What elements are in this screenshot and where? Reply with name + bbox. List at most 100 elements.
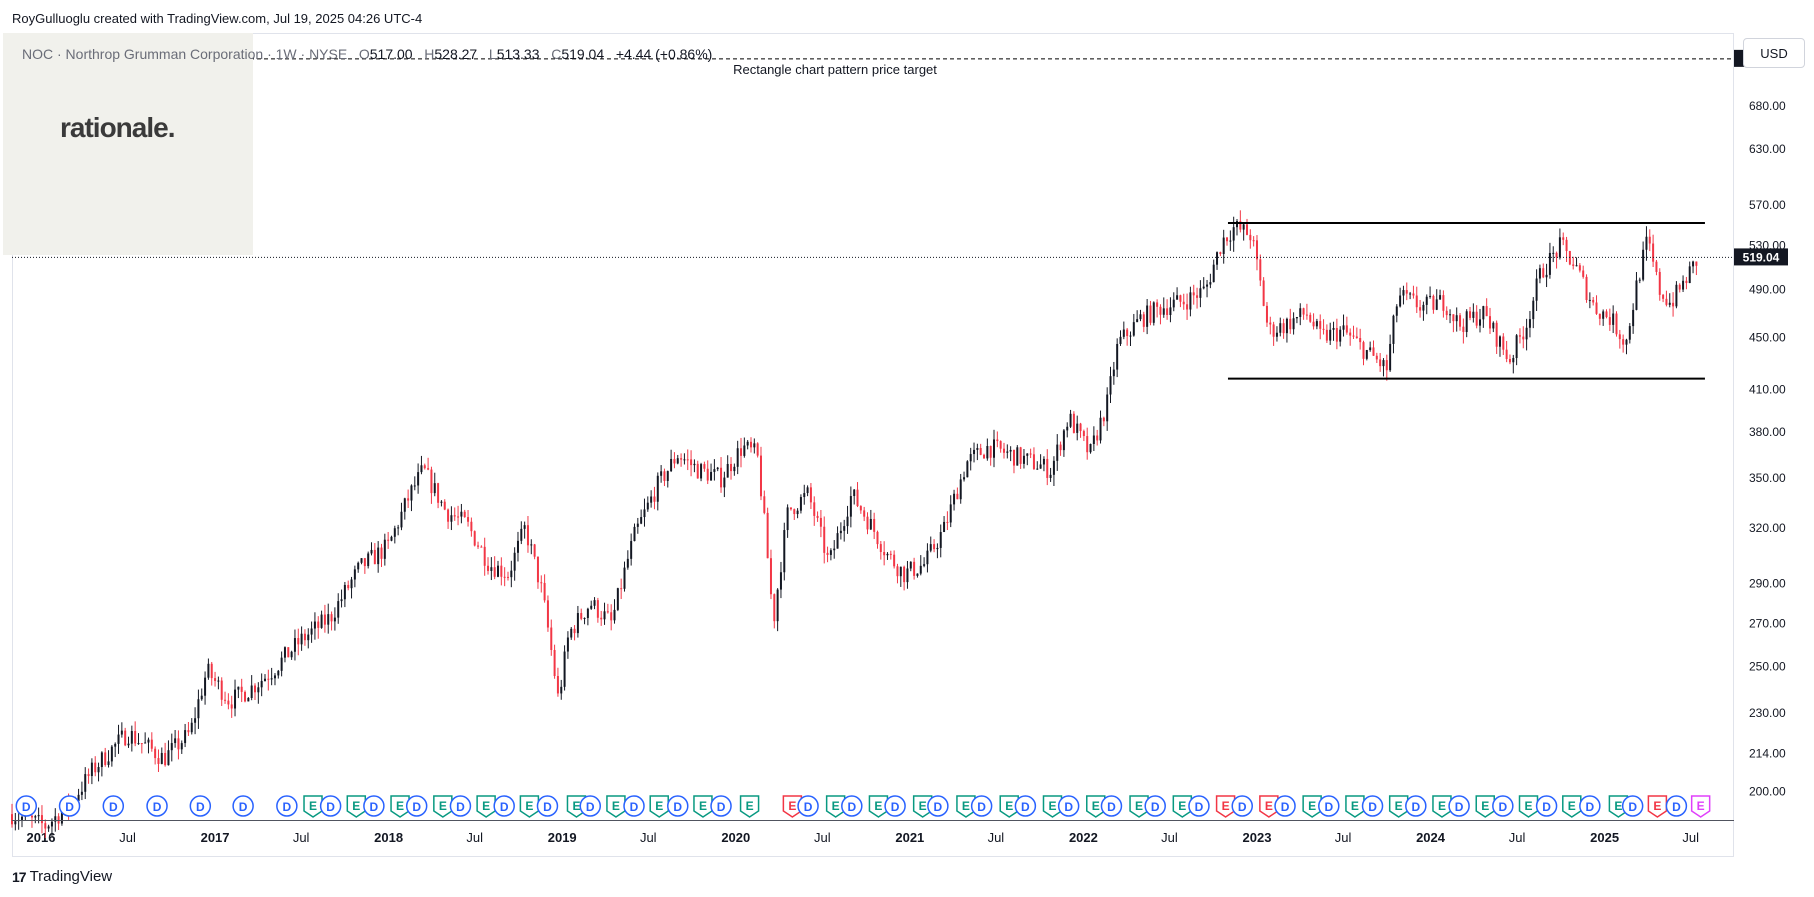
candle-body [114, 743, 117, 747]
candle-body [943, 521, 946, 533]
dividend-marker [15, 795, 38, 817]
candle-body [1022, 455, 1025, 464]
candle-body [470, 521, 473, 532]
candle-body [1402, 290, 1405, 296]
candle-body [1668, 302, 1671, 305]
candle-body [1189, 292, 1192, 310]
candle-body [889, 553, 892, 555]
candle-body [1119, 336, 1122, 344]
candle-body [766, 512, 769, 559]
earnings-marker [303, 795, 323, 818]
candle-body [84, 774, 87, 792]
candle-body [813, 502, 816, 516]
candle-body [613, 609, 616, 621]
candle-body [523, 525, 526, 529]
dividend-marker [1621, 795, 1644, 817]
dividend-marker-letter: D [891, 800, 900, 814]
candle-body [1419, 307, 1422, 311]
high-label: H [424, 46, 435, 62]
candle-body [200, 695, 203, 700]
dividend-marker-letter: D [1628, 800, 1637, 814]
candle-body [1176, 295, 1179, 300]
price-target-text: Rectangle chart pattern price target [733, 62, 937, 77]
candle-body [1628, 326, 1631, 340]
candle-body [1425, 296, 1428, 305]
candle-body [836, 533, 839, 549]
candle-body [1459, 315, 1462, 327]
candle-body [536, 556, 539, 583]
candle-body [197, 699, 200, 719]
dividend-marker-letter: D [804, 800, 813, 814]
candle-body [580, 613, 583, 619]
candle-body [736, 448, 739, 467]
candle-body [1282, 323, 1285, 334]
candle-body [1319, 321, 1322, 329]
candle-body [1442, 295, 1445, 311]
candle-body [1665, 298, 1668, 305]
candle-body [979, 447, 982, 455]
candle-body [759, 455, 762, 497]
candle-body [167, 750, 170, 766]
candle-body [1335, 327, 1338, 342]
x-tick-label: 2021 [895, 830, 924, 845]
candle-body [1126, 329, 1129, 337]
candle-body [1012, 449, 1015, 466]
dividend-marker-letter: D [1498, 800, 1507, 814]
dividend-marker-letter: D [283, 800, 292, 814]
currency-selector[interactable]: USD [1743, 38, 1805, 68]
candle-body [1685, 280, 1688, 284]
candle-body [1082, 431, 1085, 437]
earnings-marker [1172, 795, 1193, 818]
dividend-marker [146, 795, 168, 817]
candle-body [1006, 451, 1009, 453]
symbol-description[interactable]: NOC · Northrop Grumman Corporation · 1W … [22, 46, 348, 62]
earnings-marker [476, 795, 496, 818]
candle-body [483, 546, 486, 566]
candle-body [420, 465, 423, 473]
candle-body [866, 516, 869, 530]
candle-body [543, 582, 546, 601]
candle-body [1079, 423, 1082, 432]
candle-body [520, 528, 523, 541]
change-value: +4.44 (+0.86%) [615, 46, 713, 62]
candle-body [1069, 413, 1072, 427]
candle-body [1362, 342, 1365, 359]
brand-logo: rationale. [60, 112, 175, 143]
earnings-marker [912, 795, 933, 818]
tradingview-logo-text: TradingView [29, 868, 113, 885]
candle-body [793, 509, 796, 515]
dividend-marker [1100, 795, 1123, 817]
dividend-marker [970, 795, 993, 817]
candle-body [224, 699, 227, 701]
candle-body [1439, 295, 1442, 300]
candle-body [1422, 304, 1425, 311]
earnings-marker-letter: E [919, 799, 927, 813]
candle-body [1199, 288, 1202, 298]
candle-body [1042, 458, 1045, 465]
tradingview-logo[interactable]: 17 TradingView [12, 868, 112, 885]
candle-body [1166, 308, 1169, 315]
candle-body [11, 814, 13, 825]
earnings-marker [649, 795, 669, 818]
candle-body [137, 743, 140, 745]
candle-body [263, 678, 266, 681]
candle-body [983, 454, 986, 459]
candle-body [1066, 426, 1069, 431]
candle-body [87, 774, 90, 777]
candle-body [986, 446, 989, 459]
candle-body [1475, 311, 1478, 326]
candle-body [460, 511, 463, 517]
earnings-marker-letter: E [1265, 799, 1273, 813]
candle-body [1432, 295, 1435, 310]
earnings-marker-letter: E [1395, 799, 1403, 813]
candle-body [1049, 474, 1052, 478]
candle-body [230, 704, 233, 709]
candle-body [1139, 314, 1142, 320]
candle-body [1399, 295, 1402, 307]
candle-body [1505, 349, 1508, 360]
candle-body [786, 507, 789, 531]
price-axis-border [1733, 33, 1734, 857]
earnings-marker [1647, 795, 1668, 818]
dividend-marker [1057, 795, 1080, 817]
